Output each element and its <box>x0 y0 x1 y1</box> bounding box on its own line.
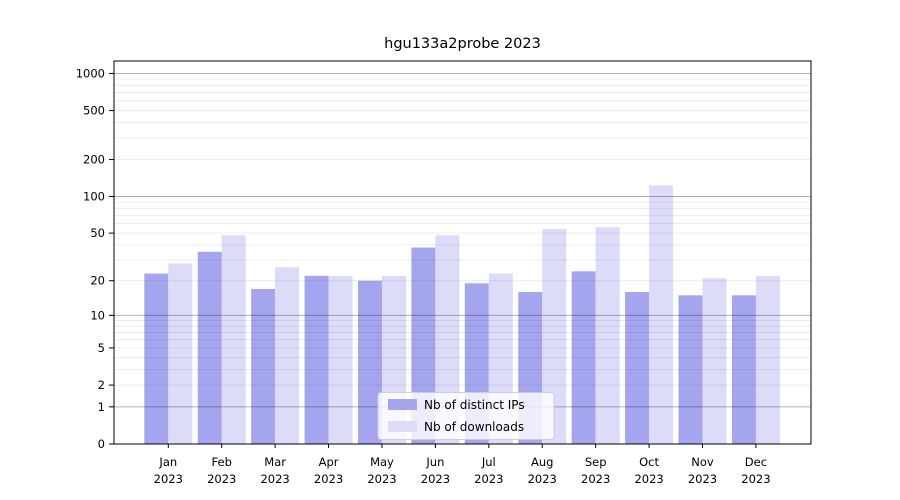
y-tick-label: 20 <box>90 274 105 288</box>
x-tick-label-month: Jan <box>158 455 177 469</box>
legend-swatch <box>388 421 417 432</box>
x-tick-label-month: Aug <box>531 455 553 469</box>
bar-distinct-ips <box>304 275 329 444</box>
x-tick-label-year: 2023 <box>207 472 236 486</box>
bar-distinct-ips <box>144 273 169 444</box>
plot-border <box>113 60 812 445</box>
legend-swatch <box>388 399 417 410</box>
bar-downloads <box>702 278 727 444</box>
x-tick-label-year: 2023 <box>688 472 717 486</box>
x-tick-label-year: 2023 <box>154 472 183 486</box>
bar-distinct-ips <box>731 295 756 444</box>
x-tick-label-year: 2023 <box>528 472 557 486</box>
x-tick-label-year: 2023 <box>581 472 610 486</box>
bar-distinct-ips <box>625 292 650 444</box>
y-tick-label: 100 <box>83 189 105 203</box>
bar-downloads <box>221 235 246 444</box>
bar-downloads <box>275 267 300 444</box>
x-tick-label-month: Apr <box>319 455 339 469</box>
x-tick-label-month: Oct <box>639 455 659 469</box>
bar-downloads <box>649 185 674 445</box>
y-tick-label: 5 <box>98 341 105 355</box>
x-tick-label-month: Nov <box>691 455 714 469</box>
y-tick-label: 1 <box>98 400 105 414</box>
x-tick-label-month: Jul <box>481 455 496 469</box>
x-tick-label-month: Feb <box>212 455 232 469</box>
legend-box <box>377 392 555 440</box>
legend-label: Nb of distinct IPs <box>424 398 525 412</box>
x-tick-label-month: Dec <box>745 455 767 469</box>
chart-title: hgu133a2probe 2023 <box>384 36 541 52</box>
x-tick-label-year: 2023 <box>260 472 289 486</box>
y-tick-label: 200 <box>83 153 105 167</box>
y-tick-label: 1000 <box>76 66 105 80</box>
bar-distinct-ips <box>571 271 596 444</box>
x-tick-label-month: May <box>370 455 394 469</box>
bar-downloads <box>595 227 620 444</box>
x-tick-label-month: Sep <box>585 455 607 469</box>
x-tick-label-year: 2023 <box>367 472 396 486</box>
y-tick-label: 0 <box>98 437 105 451</box>
x-tick-label-year: 2023 <box>474 472 503 486</box>
x-tick-label-month: Mar <box>264 455 286 469</box>
y-tick-label: 2 <box>98 378 105 392</box>
x-tick-label-year: 2023 <box>421 472 450 486</box>
bar-downloads <box>328 275 353 444</box>
bar-distinct-ips <box>197 251 222 444</box>
bar-downloads <box>755 275 780 444</box>
y-tick-label: 10 <box>90 308 105 322</box>
bar-distinct-ips <box>251 288 276 444</box>
legend-label: Nb of downloads <box>424 420 524 434</box>
x-tick-label-month: Jun <box>425 455 444 469</box>
y-tick-label: 500 <box>83 104 105 118</box>
x-tick-label-year: 2023 <box>741 472 770 486</box>
bar-downloads <box>168 263 193 444</box>
x-tick-label-year: 2023 <box>314 472 343 486</box>
y-tick-label: 50 <box>90 226 105 240</box>
bar-distinct-ips <box>678 295 703 444</box>
x-tick-label-year: 2023 <box>634 472 663 486</box>
